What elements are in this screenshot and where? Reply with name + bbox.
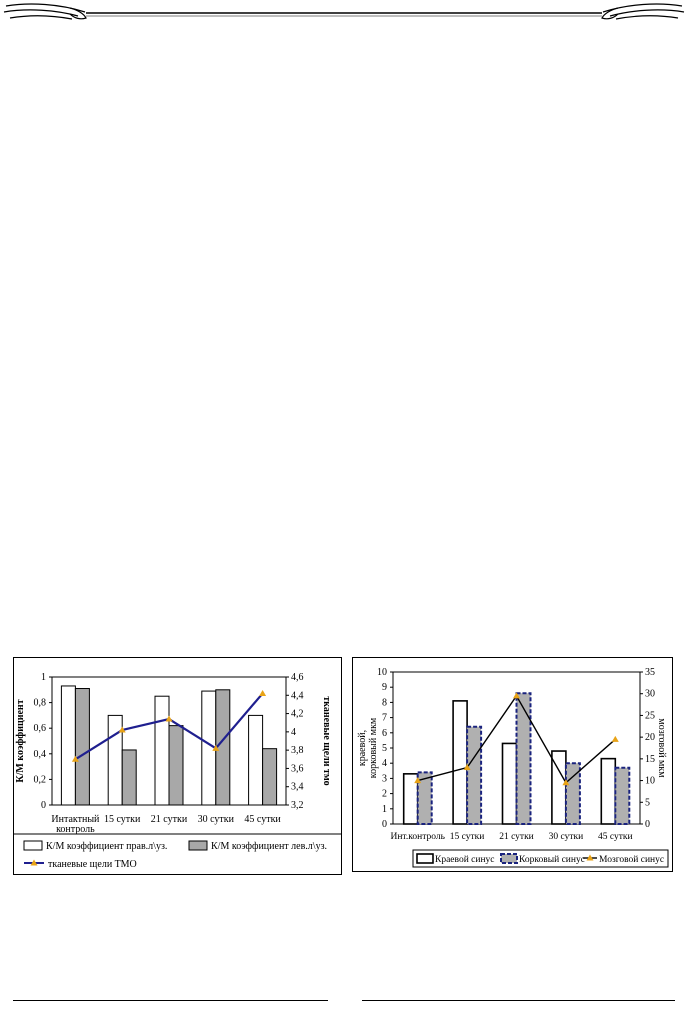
x-tick-label: 30 сутки — [549, 832, 584, 842]
x-tick-label: 30 сутки — [198, 814, 235, 825]
y-axis-label: К/М коэффициент — [15, 699, 26, 782]
legend-marker-tmo — [30, 859, 38, 866]
y2-axis-label: тканевые щели тмо — [321, 696, 332, 785]
y2-tick-label: 3,8 — [291, 745, 304, 756]
bar-cortical-sinus — [515, 692, 532, 825]
y-tick-label: 1 — [382, 804, 387, 815]
legend-label-cortical: Корковый синус — [519, 854, 585, 865]
legend-swatch-right-ln — [23, 840, 43, 851]
legend-swatch-marginal — [416, 853, 434, 864]
y2-tick-label: 4,4 — [291, 690, 304, 701]
line-tmo-marker — [259, 689, 267, 696]
bar-marginal-sinus — [452, 700, 468, 825]
x-tick-label: 21 сутки — [499, 832, 534, 842]
y2-tick-label: 15 — [645, 754, 655, 765]
legend-label-right-ln: К/М коэффициент прав.л\уз. — [46, 841, 167, 852]
x-tick-label: контроль — [56, 824, 95, 835]
y-tick-label: 0 — [41, 800, 46, 811]
line-medullary-marker — [611, 735, 619, 742]
x-tick-label: 15 сутки — [104, 814, 141, 825]
line-tmo-marker — [71, 755, 79, 762]
x-tick-label: 45 сутки — [244, 814, 281, 825]
y2-tick-label: 3,2 — [291, 800, 304, 811]
legend-label-left-ln: К/М коэффициент лев.л\уз. — [211, 841, 327, 852]
y-tick-label: 10 — [377, 667, 387, 678]
y-tick-label: 7 — [382, 713, 387, 724]
bar-left-ln — [121, 749, 137, 806]
bar-marginal-sinus — [600, 757, 617, 825]
legend-marker-medullary — [586, 854, 594, 861]
bar-left-ln — [74, 688, 90, 806]
chart-km-coefficient: 0 0,2 0,4 0,6 0,8 1 3,2 3,4 3,6 3,8 4 4,2 4,4 4,6 Инта… — [13, 657, 342, 875]
y-tick-label: 1 — [41, 672, 46, 683]
legend-label-medullary: Мозговой синус — [599, 854, 664, 865]
x-tick-label: Инт.контроль — [390, 832, 445, 842]
chart-sinus-width-svg: 0 1 2 3 4 5 6 7 8 9 10 0 5 10 15 20 25 30 35 Инт.контроль 15… — [357, 667, 669, 868]
y-tick-label: 0 — [382, 819, 387, 830]
line-tmo-marker — [165, 715, 173, 722]
bar-left-ln — [262, 748, 278, 806]
y2-tick-label: 25 — [645, 710, 655, 721]
y2-tick-label: 4,2 — [291, 709, 304, 720]
x-tick-label: 45 сутки — [598, 832, 633, 842]
bar-marginal-sinus — [501, 742, 518, 825]
bar-cortical-sinus — [564, 762, 581, 825]
y2-tick-label: 20 — [645, 732, 655, 743]
line-medullary-marker — [562, 779, 570, 786]
footer-line-left — [13, 1000, 328, 1001]
chart-km-coefficient-svg: 0 0,2 0,4 0,6 0,8 1 3,2 3,4 3,6 3,8 4 4,2 4,4 4,6 Инта… — [14, 672, 341, 870]
y2-tick-label: 30 — [645, 689, 655, 700]
bar-cortical-sinus — [614, 766, 631, 826]
y-tick-label: 0,6 — [34, 723, 47, 734]
line-medullary-marker — [513, 692, 520, 699]
x-tick-label: 15 сутки — [450, 832, 485, 842]
y2-tick-label: 5 — [645, 797, 650, 808]
y-tick-label: 0,2 — [34, 774, 47, 785]
legend-label-marginal: Краевой синус — [435, 854, 495, 865]
bar-right-ln — [60, 685, 76, 806]
y-tick-label: 6 — [382, 728, 387, 739]
y2-tick-label: 4,6 — [291, 672, 304, 683]
legend-box — [412, 849, 669, 868]
bar-right-ln — [248, 714, 264, 806]
x-tick-label: 21 сутки — [151, 814, 188, 825]
footer-line-right — [362, 1000, 675, 1001]
bar-right-ln — [107, 714, 123, 806]
legend-label-tmo: тканевые щели ТМО — [48, 859, 137, 870]
bar-cortical-sinus — [416, 771, 433, 825]
chart-sinus-width: 0 1 2 3 4 5 6 7 8 9 10 0 5 10 15 20 25 30 35 Инт.контроль 15… — [352, 657, 673, 872]
legend-swatch-cortical — [500, 853, 518, 864]
x-tick-label: Интактный — [51, 814, 100, 825]
y-tick-label: 5 — [382, 743, 387, 754]
line-tmo-marker — [118, 726, 126, 733]
y-tick-label: 4 — [382, 758, 387, 769]
y-axis-label: корковый мкм — [368, 717, 379, 778]
y-tick-label: 9 — [382, 682, 387, 693]
line-tmo-marker — [212, 744, 220, 751]
bar-right-ln — [154, 695, 170, 806]
line-medullary-marker — [414, 777, 422, 784]
y-tick-label: 2 — [382, 789, 387, 800]
y2-tick-label: 3,6 — [291, 763, 304, 774]
line-medullary-marker — [463, 764, 471, 771]
y2-tick-label: 10 — [645, 776, 655, 787]
y2-tick-label: 0 — [645, 819, 650, 830]
y2-tick-label: 4 — [291, 727, 296, 738]
bar-cortical-sinus — [466, 725, 483, 825]
y-axis-label: краевой, — [357, 730, 368, 766]
y2-tick-label: 35 — [645, 667, 655, 678]
y-tick-label: 8 — [382, 697, 387, 708]
bar-left-ln — [168, 725, 184, 806]
y-tick-label: 0,4 — [34, 749, 47, 760]
y2-tick-label: 3,4 — [291, 782, 304, 793]
y-tick-label: 0,8 — [34, 698, 47, 709]
y2-axis-label: мозговой мкм — [656, 718, 667, 778]
legend-swatch-left-ln — [188, 840, 208, 851]
y-tick-label: 3 — [382, 773, 387, 784]
page-header-ornament — [3, 3, 685, 20]
